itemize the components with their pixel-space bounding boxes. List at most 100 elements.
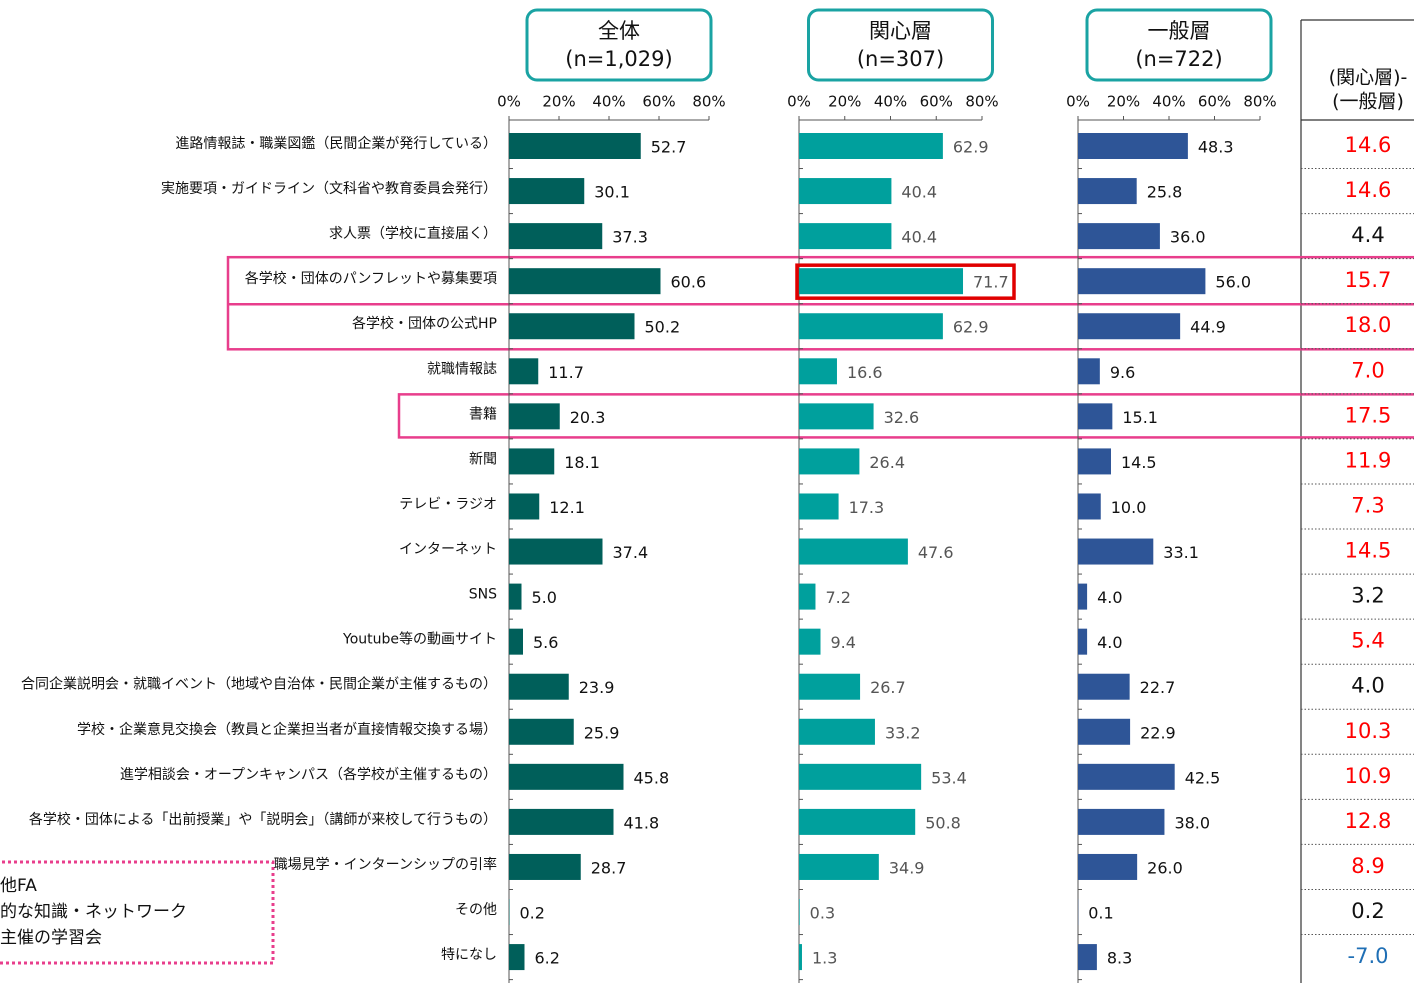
bar <box>509 538 603 565</box>
value-label: 25.9 <box>584 723 620 742</box>
value-label: 16.6 <box>847 363 883 382</box>
value-label: 44.9 <box>1190 318 1226 337</box>
x-tick-label: 80% <box>1243 93 1276 111</box>
bar <box>1078 673 1130 700</box>
category-label: 特になし <box>441 947 497 963</box>
x-tick-label: 20% <box>828 93 861 111</box>
bar <box>1078 853 1138 880</box>
value-label: 37.4 <box>613 543 649 562</box>
value-label: 32.6 <box>884 408 920 427</box>
note-line: 的な知識・ネットワーク <box>0 902 187 922</box>
note-line: 他FA <box>0 876 37 896</box>
difference-value: 0.2 <box>1351 899 1384 923</box>
value-label: 1.3 <box>812 949 837 968</box>
value-label: 45.8 <box>634 768 670 787</box>
value-label: 22.7 <box>1140 678 1176 697</box>
bar <box>799 944 802 971</box>
bar <box>799 178 892 205</box>
value-label: 36.0 <box>1170 228 1206 247</box>
difference-value: 10.3 <box>1345 719 1392 743</box>
bar <box>1078 538 1154 565</box>
value-label: 25.8 <box>1147 183 1183 202</box>
highlight-box <box>397 393 1414 439</box>
difference-value: 14.6 <box>1345 133 1392 157</box>
value-label: 33.2 <box>885 723 921 742</box>
difference-header: (関心層)- <box>1329 67 1408 89</box>
value-label: 53.4 <box>931 768 967 787</box>
bar <box>799 268 964 295</box>
x-tick-label: 0% <box>1066 93 1090 111</box>
bar <box>799 583 816 610</box>
bar <box>799 899 800 926</box>
value-label: 41.8 <box>624 813 660 832</box>
value-label: 71.7 <box>973 273 1009 292</box>
category-label: テレビ・ラジオ <box>399 496 497 512</box>
category-label: インターネット <box>399 542 497 558</box>
bar <box>1078 944 1097 971</box>
category-label: 求人票（学校に直接届く） <box>329 225 497 242</box>
panel-title: 関心層 <box>869 19 932 43</box>
value-label: 8.3 <box>1107 949 1132 968</box>
difference-value: 15.7 <box>1345 268 1392 292</box>
bar <box>1078 358 1100 385</box>
value-label: 0.3 <box>810 904 835 923</box>
x-tick-label: 20% <box>1107 93 1140 111</box>
bar <box>509 763 624 790</box>
bar <box>509 223 603 250</box>
difference-value: 7.3 <box>1351 493 1384 517</box>
value-label: 40.4 <box>901 228 937 247</box>
category-label: 各学校・団体のパンフレットや募集要項 <box>245 270 497 287</box>
value-label: 26.4 <box>869 453 905 472</box>
value-label: 23.9 <box>579 678 615 697</box>
value-label: 5.6 <box>533 633 558 652</box>
bar <box>509 673 569 700</box>
x-tick-label: 40% <box>592 93 625 111</box>
category-label: 進路情報誌・職業図鑑（民間企業が発行している） <box>175 135 497 152</box>
category-label: 各学校・団体による「出前授業」や「説明会」（講師が来校して行うもの） <box>29 811 497 828</box>
bar <box>1078 583 1088 610</box>
x-tick-label: 0% <box>787 93 811 111</box>
value-label: 52.7 <box>651 138 687 157</box>
bar <box>509 268 661 295</box>
bar <box>799 493 839 520</box>
x-tick-label: 60% <box>642 93 675 111</box>
value-label: 34.9 <box>889 858 925 877</box>
difference-value: 10.9 <box>1345 764 1392 788</box>
difference-value: 4.0 <box>1351 674 1384 698</box>
value-label: 0.2 <box>520 904 545 923</box>
category-label: 実施要項・ガイドライン（文科省や教育委員会発行） <box>161 181 497 197</box>
bar <box>509 718 574 745</box>
value-label: 30.1 <box>594 183 630 202</box>
emphasis-box <box>795 263 1016 300</box>
value-label: 5.0 <box>532 588 557 607</box>
title-box <box>1085 8 1273 82</box>
category-label: 学校・企業意見交換会（教員と企業担当者が直接情報交換する場） <box>77 721 497 738</box>
bar <box>1078 628 1088 655</box>
bar <box>509 628 523 655</box>
bar <box>799 628 821 655</box>
panel-subtitle: (n=1,029) <box>565 47 672 71</box>
bar <box>1078 718 1131 745</box>
difference-value: 11.9 <box>1345 448 1392 472</box>
value-label: 26.0 <box>1147 858 1183 877</box>
value-label: 56.0 <box>1215 273 1251 292</box>
bar <box>1078 133 1188 159</box>
difference-value: 5.4 <box>1351 629 1384 653</box>
difference-value: 18.0 <box>1345 313 1392 337</box>
bar <box>1078 223 1160 250</box>
value-label: 42.5 <box>1185 768 1221 787</box>
difference-header: (一般層) <box>1332 91 1404 113</box>
bar <box>509 358 539 385</box>
value-label: 7.2 <box>825 588 850 607</box>
value-label: 15.1 <box>1122 408 1158 427</box>
x-tick-label: 40% <box>1152 93 1185 111</box>
category-label: 新聞 <box>469 451 497 467</box>
value-label: 22.9 <box>1140 723 1176 742</box>
value-label: 18.1 <box>564 453 600 472</box>
value-label: 50.2 <box>645 318 681 337</box>
x-tick-label: 20% <box>542 93 575 111</box>
category-label: その他 <box>455 902 497 918</box>
category-label: 合同企業説明会・就職イベント（地域や自治体・民間企業が主催するもの） <box>21 676 497 693</box>
bar <box>799 223 892 250</box>
panel-title: 全体 <box>598 19 640 43</box>
